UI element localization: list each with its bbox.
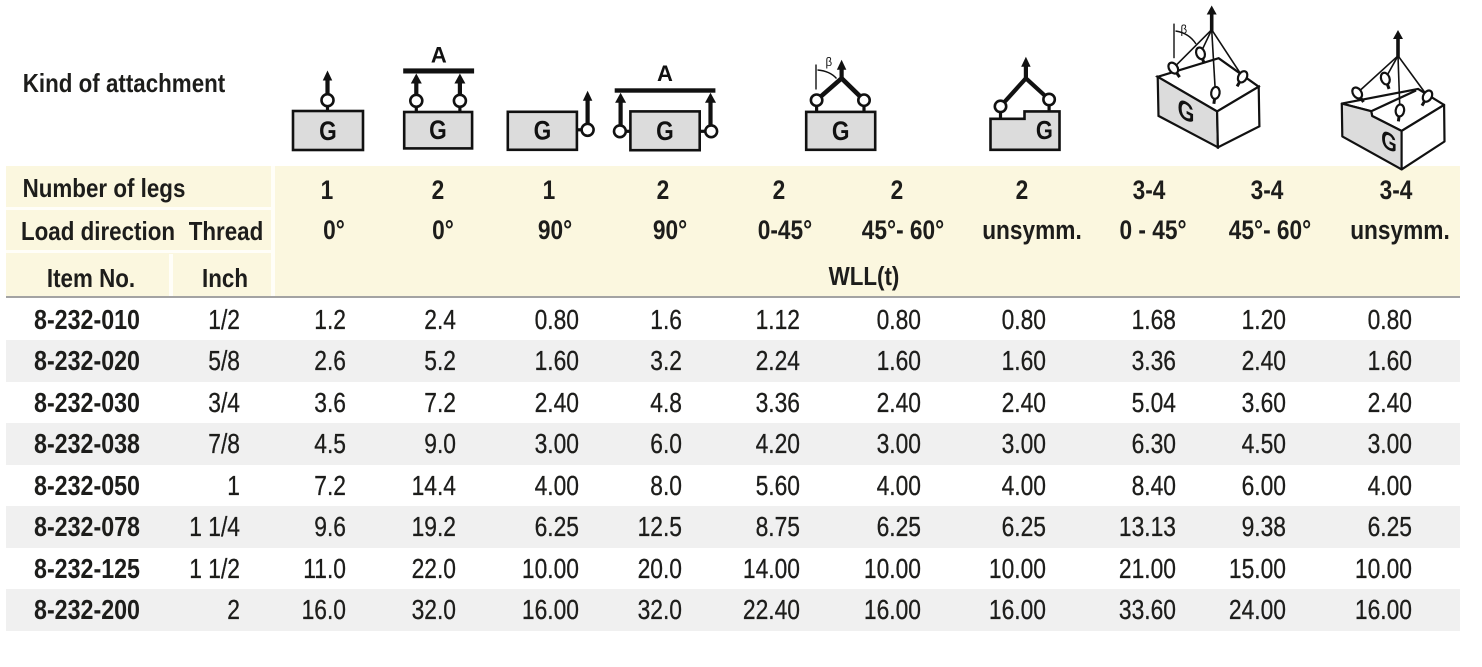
svg-text:G: G <box>1178 93 1195 131</box>
svg-text:A: A <box>657 61 673 86</box>
svg-text:G: G <box>429 115 447 145</box>
svg-text:G: G <box>656 116 674 146</box>
svg-text:G: G <box>1036 116 1053 145</box>
svg-text:β: β <box>825 57 832 69</box>
svg-text:β: β <box>1180 25 1187 37</box>
svg-text:G: G <box>1381 125 1397 160</box>
svg-text:G: G <box>832 116 850 146</box>
svg-text:G: G <box>534 116 552 146</box>
svg-text:G: G <box>319 116 337 146</box>
svg-text:A: A <box>431 43 447 68</box>
